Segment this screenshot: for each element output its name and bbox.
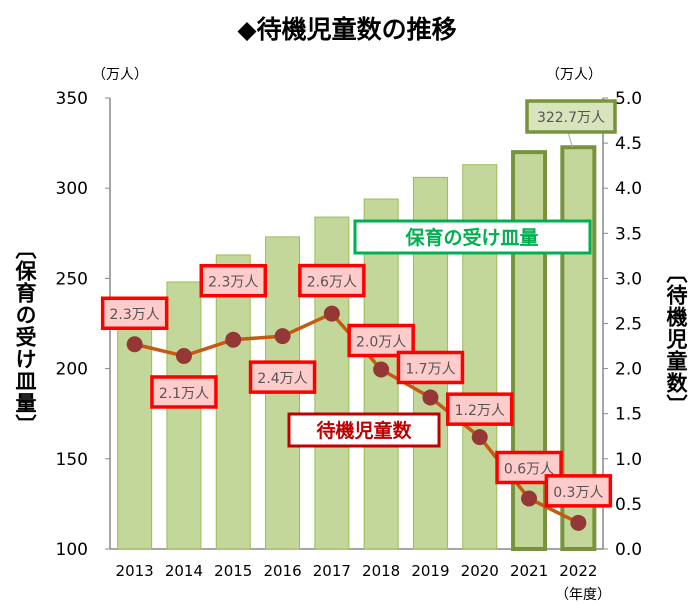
line-series-name-box — [287, 412, 441, 448]
x-tick-label: 2017 — [313, 562, 351, 580]
line-data-label: 1.7万人 — [405, 361, 455, 377]
left-tick-label: 250 — [56, 269, 88, 289]
line-data-label-box — [248, 360, 317, 394]
line-data-label: 2.3万人 — [208, 275, 258, 291]
line-data-label: 2.3万人 — [110, 307, 160, 323]
bar-label-leader — [567, 132, 573, 148]
line-data-label: 2.4万人 — [257, 371, 307, 387]
right-tick-label: 1.0 — [615, 450, 642, 470]
line-marker-2016 — [274, 328, 291, 345]
x-tick-label: 2022 — [559, 562, 597, 580]
right-tick-label: 0.0 — [615, 540, 642, 560]
left-tick-label: 200 — [56, 360, 88, 380]
line-marker-2013 — [126, 336, 143, 353]
left-axis-unit: （万人） — [92, 67, 148, 83]
line-series-name: 待機児童数 — [316, 419, 412, 442]
line-data-label: 0.3万人 — [553, 485, 603, 501]
x-tick-label: 2018 — [362, 562, 400, 580]
line-marker-2021 — [521, 490, 538, 507]
x-tick-label: 2013 — [116, 562, 154, 580]
line-data-label-box — [544, 474, 613, 508]
left-tick-label: 350 — [56, 89, 88, 109]
left-tick-label: 300 — [56, 179, 88, 199]
right-tick-label: 3.0 — [615, 269, 642, 289]
line-data-label: 2.6万人 — [307, 275, 357, 291]
bar-data-label: 322.7万人 — [537, 110, 605, 126]
right-tick-label: 4.5 — [615, 134, 642, 154]
right-tick-label: 2.5 — [615, 315, 642, 335]
x-tick-label: 2020 — [461, 562, 499, 580]
right-tick-label: 3.5 — [615, 224, 642, 244]
line-data-label-box — [298, 263, 366, 298]
chart-title: ◆待機児童数の推移 — [237, 15, 457, 44]
line-data-label-box — [199, 263, 267, 298]
right-tick-label: 0.5 — [615, 495, 642, 515]
line-marker-2015 — [225, 331, 242, 348]
line-data-label-box — [347, 323, 415, 358]
line-data-label: 0.6万人 — [504, 461, 554, 477]
left-tick-label: 150 — [56, 450, 88, 470]
line-data-label: 2.0万人 — [356, 335, 406, 351]
x-tick-label: 2019 — [411, 562, 449, 580]
right-axis-label: 〔待機児童数〕 — [664, 262, 688, 416]
line-marker-2022 — [570, 514, 587, 531]
left-axis-label: 〔保育の受け皿量〕 — [13, 238, 37, 436]
line-data-label-box — [495, 450, 563, 485]
line-data-label: 2.1万人 — [159, 386, 209, 402]
line-data-label-box — [446, 392, 514, 426]
line-data-label-box — [150, 375, 218, 409]
right-tick-label: 2.0 — [615, 360, 642, 380]
line-marker-2014 — [175, 347, 192, 364]
x-tick-label: 2021 — [510, 562, 548, 580]
x-tick-label: 2014 — [165, 562, 203, 580]
line-marker-2019 — [422, 389, 439, 406]
line-marker-2017 — [323, 305, 340, 322]
bar-data-label-box — [525, 99, 617, 134]
x-tick-label: 2016 — [263, 562, 301, 580]
bar-series-name-box — [353, 219, 592, 255]
right-tick-label: 4.0 — [615, 179, 642, 199]
right-axis-unit: （万人） — [546, 67, 602, 83]
bar-2015 — [215, 254, 251, 550]
right-tick-label: 1.5 — [615, 405, 642, 425]
bar-series-name: 保育の受け皿量 — [404, 226, 538, 249]
bar-2021 — [511, 150, 548, 551]
right-tick-label: 5.0 — [615, 89, 642, 109]
line-data-label: 1.2万人 — [455, 403, 505, 419]
line-marker-2018 — [373, 361, 390, 378]
line-data-label-box — [100, 296, 169, 330]
x-tick-label: 2015 — [214, 562, 252, 580]
line-data-label-box — [396, 350, 465, 385]
line-marker-2020 — [471, 429, 488, 446]
left-tick-label: 100 — [56, 540, 88, 560]
bar-2014 — [166, 281, 202, 550]
x-axis-unit: （年度） — [555, 587, 611, 603]
